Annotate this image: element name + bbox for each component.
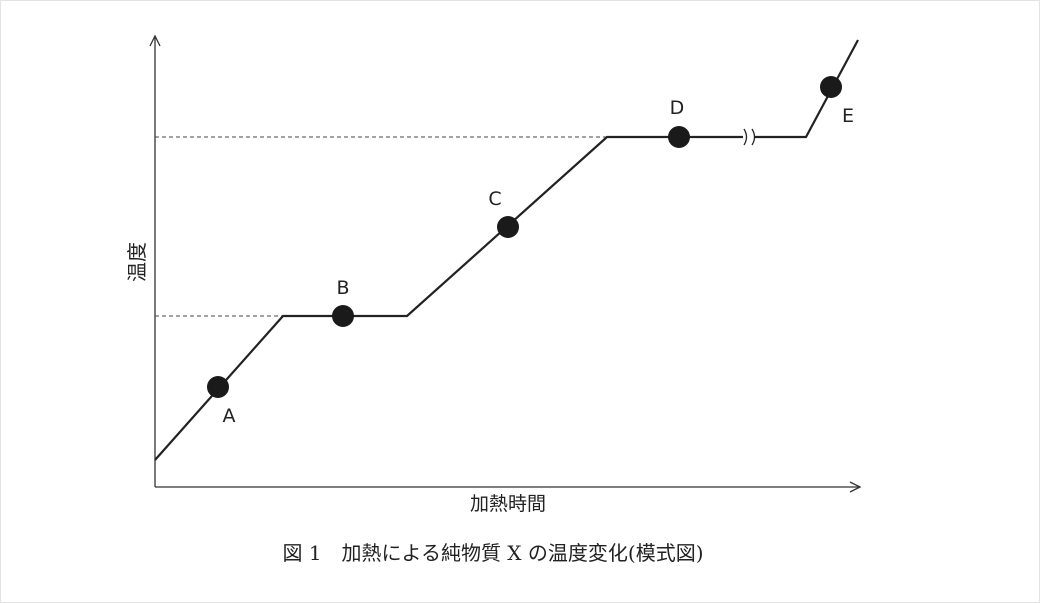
point-label: E: [842, 105, 854, 127]
point-label: B: [336, 277, 349, 299]
point-marker: [668, 126, 690, 148]
point-marker: [497, 216, 519, 238]
point-marker: [332, 305, 354, 327]
axis-break: [743, 128, 756, 146]
x-axis-label: 加熱時間: [470, 493, 546, 515]
x-axis-arrow: [849, 481, 862, 493]
heating-curve: [754, 39, 859, 139]
point-marker: [820, 76, 842, 98]
point-label: A: [223, 405, 236, 427]
point-marker: [207, 376, 229, 398]
caption: 図 1 加熱による純物質 X の温度変化(模式図): [282, 541, 703, 565]
point-label: D: [670, 97, 685, 119]
heating-curve: [154, 135, 743, 461]
y-axis-label: 温度: [125, 242, 149, 282]
point-label: C: [488, 188, 501, 210]
y-axis-arrow: [149, 34, 161, 47]
